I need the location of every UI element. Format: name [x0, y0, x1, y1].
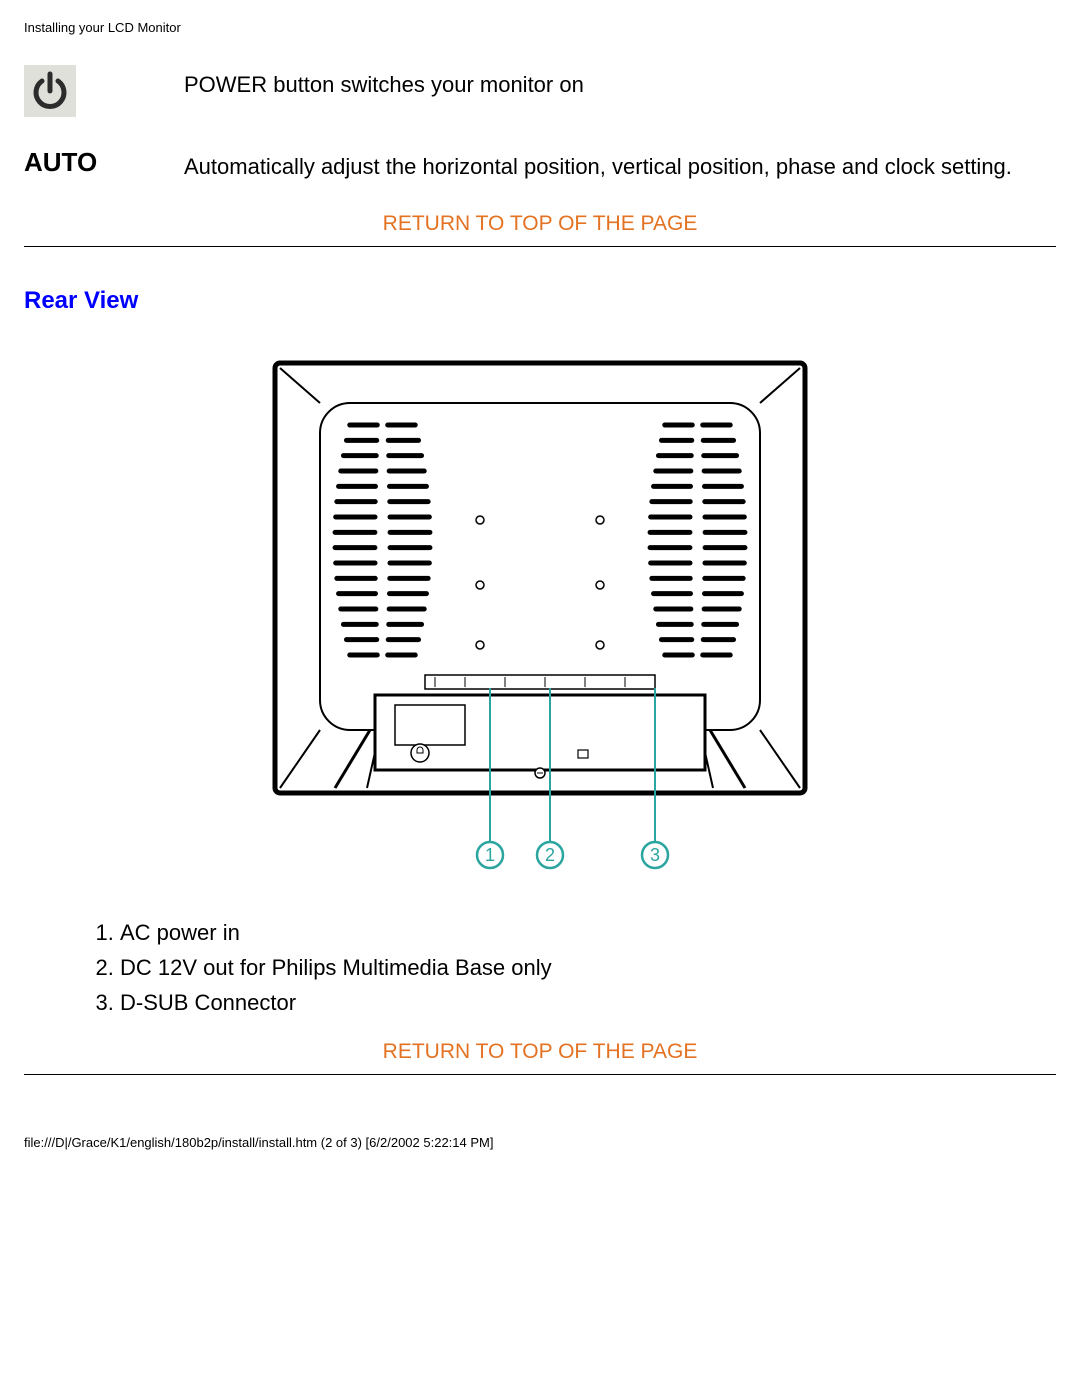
power-icon	[24, 65, 76, 117]
feature-auto-row: AUTO Automatically adjust the horizontal…	[24, 147, 1056, 182]
footer-path: file:///D|/Grace/K1/english/180b2p/insta…	[24, 1135, 1056, 1150]
power-icon-cell	[24, 65, 184, 117]
return-top-link-1[interactable]: RETURN TO TOP OF THE PAGE	[383, 212, 698, 235]
power-description: POWER button switches your monitor on	[184, 65, 584, 100]
list-item: AC power in	[120, 915, 1056, 950]
page-header: Installing your LCD Monitor	[24, 20, 1056, 35]
divider-1	[24, 246, 1056, 247]
callout-3: 3	[650, 845, 660, 865]
feature-power-row: POWER button switches your monitor on	[24, 65, 1056, 117]
callout-1: 1	[485, 845, 495, 865]
auto-label-cell: AUTO	[24, 147, 184, 178]
auto-description: Automatically adjust the horizontal posi…	[184, 147, 1012, 182]
list-item: DC 12V out for Philips Multimedia Base o…	[120, 950, 1056, 985]
rear-view-heading: Rear View	[24, 287, 1056, 315]
rear-view-list: AC power in DC 12V out for Philips Multi…	[80, 915, 1056, 1021]
return-top-link-2[interactable]: RETURN TO TOP OF THE PAGE	[383, 1040, 698, 1063]
callout-2: 2	[545, 845, 555, 865]
auto-label: AUTO	[24, 147, 97, 178]
divider-2	[24, 1074, 1056, 1075]
rear-view-diagram: 1 2 3	[24, 355, 1056, 885]
list-item: D-SUB Connector	[120, 985, 1056, 1020]
